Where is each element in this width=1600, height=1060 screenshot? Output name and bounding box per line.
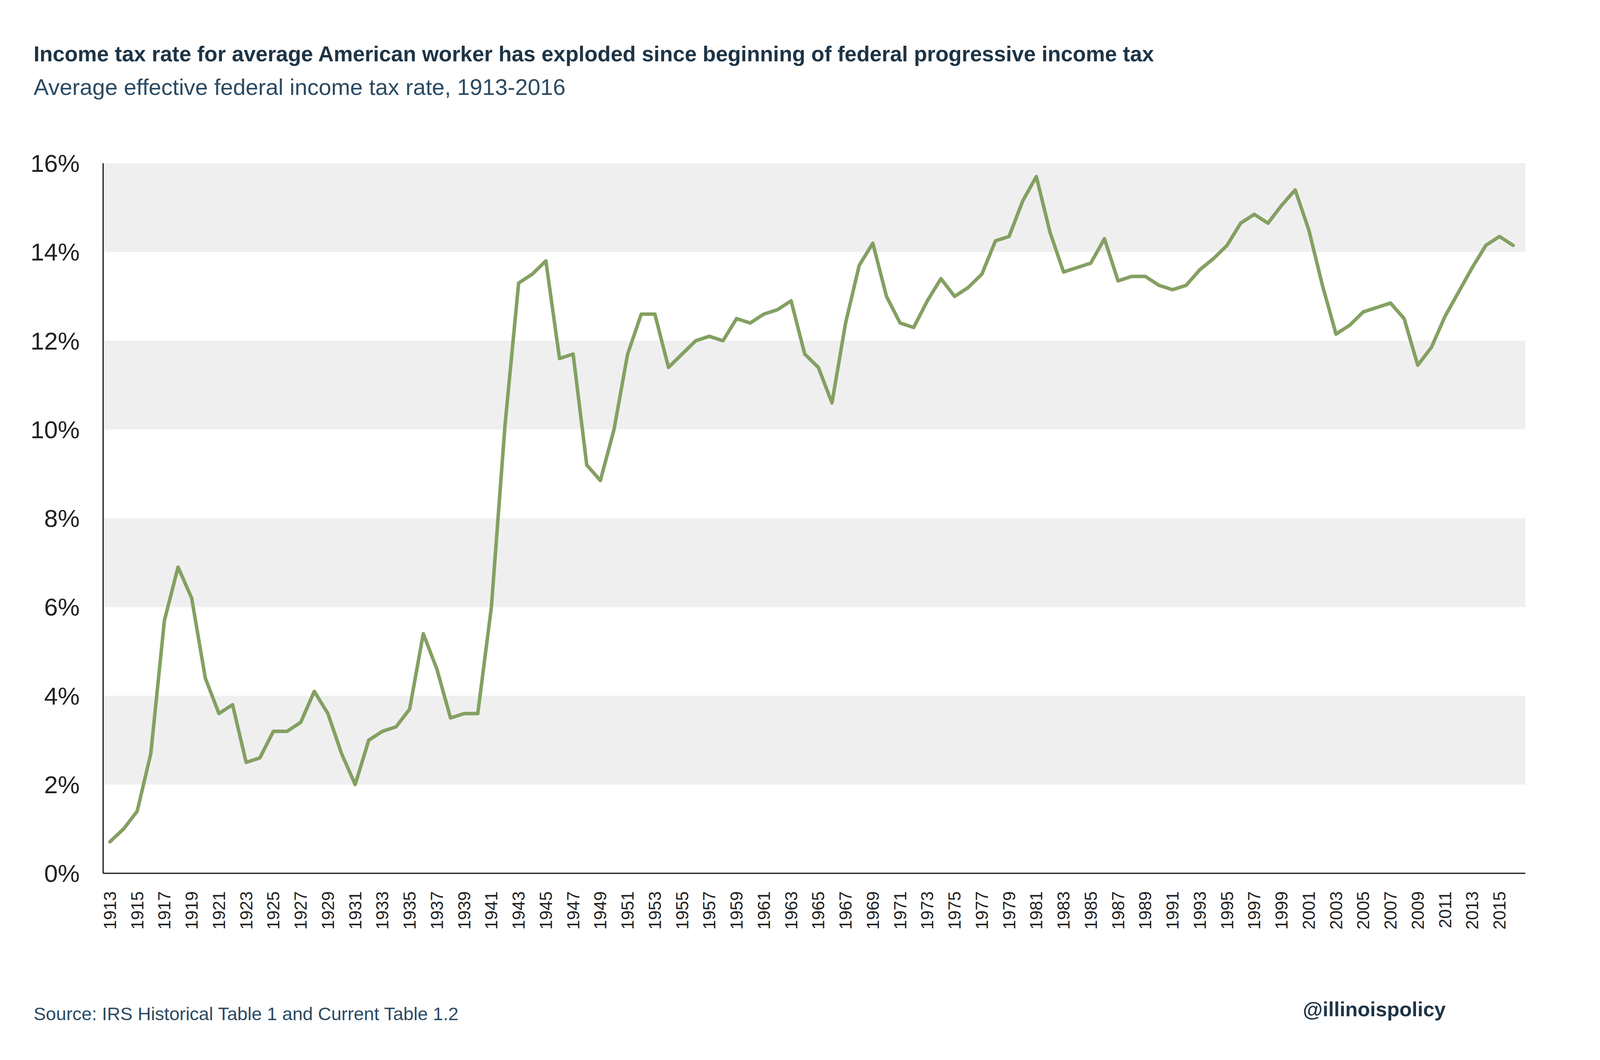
x-tick-label: 1951 [617,891,638,930]
grid-band [103,696,1526,785]
x-tick-label: 1995 [1217,891,1237,930]
x-tick-label: 2003 [1326,891,1346,930]
x-tick-label: 1971 [890,891,910,930]
x-tick-label: 1939 [454,891,474,930]
y-tick-label: 10% [30,416,80,444]
x-tick-label: 1959 [726,891,747,930]
x-tick-label: 1931 [345,891,365,930]
y-tick-label: 2% [44,771,80,799]
data-line [109,176,1513,842]
x-tick-label: 1997 [1244,891,1264,930]
y-axis [102,163,104,874]
x-tick-label: 2011 [1435,891,1455,929]
x-tick-label: 1913 [100,891,120,930]
source: Source: IRS Historical Table 1 and Curre… [33,1003,459,1025]
y-tick-label: 4% [44,682,80,710]
x-tick-label: 1927 [291,891,311,930]
x-tick-label: 1949 [590,891,610,930]
x-tick-label: 1965 [808,891,828,930]
x-tick-label: 1919 [182,891,202,930]
x-tick-label: 2007 [1380,891,1400,930]
x-tick-label: 1953 [645,891,665,930]
x-tick-label: 1957 [699,891,719,930]
x-tick-label: 1985 [1081,891,1101,930]
x-tick-label: 2009 [1408,891,1428,930]
x-tick-label: 1945 [536,891,556,930]
y-tick-label: 0% [44,859,80,888]
x-tick-label: 1975 [944,891,965,930]
x-tick-label: 1983 [1053,891,1074,930]
x-tick-label: 1941 [481,891,501,930]
y-tick-label: 6% [44,593,80,621]
x-tick-label: 1915 [127,891,147,930]
x-tick-label: 1961 [754,891,774,930]
x-tick-label: 1969 [863,891,883,930]
x-tick-label: 1987 [1108,891,1128,930]
title: Income tax rate for average American wor… [33,41,1155,67]
x-tick-label: 1973 [917,891,937,930]
x-tick-label: 1937 [427,891,447,930]
grid-band [103,518,1526,608]
x-tick-label: 1935 [400,891,420,930]
x-tick-label: 1917 [154,891,174,930]
x-tick-label: 1999 [1271,891,1292,930]
x-tick-label: 1923 [236,891,256,930]
y-tick-label: 12% [30,327,80,355]
y-tick-label: 14% [30,238,80,266]
grid-band [103,341,1526,430]
x-tick-label: 1929 [318,891,338,930]
x-tick-label: 1967 [835,891,856,930]
x-tick-label: 1943 [508,891,529,930]
x-tick-label: 1925 [263,891,283,930]
x-tick-label: 1981 [1026,891,1046,930]
x-tick-label: 1989 [1135,891,1155,930]
x-tick-label: 1963 [781,891,801,930]
x-tick-label: 2001 [1299,891,1319,930]
x-tick-label: 1933 [372,891,392,930]
x-tick-label: 1921 [209,891,229,930]
x-tick-label: 1947 [563,891,583,930]
x-tick-label: 2015 [1489,891,1509,930]
x-tick-label: 1955 [672,891,692,930]
chart-root: Income tax rate for average American wor… [0,0,1600,1060]
x-tick-label: 2013 [1462,891,1482,930]
y-tick-label: 16% [30,149,80,177]
x-axis [103,873,1526,875]
credit: @illinoispolicy [1302,998,1446,1021]
chart: Income tax rate for average American wor… [0,0,1600,1060]
x-tick-label: 1993 [1190,891,1210,930]
subtitle: Average effective federal income tax rat… [33,74,566,100]
y-tick-label: 8% [44,504,80,533]
x-tick-label: 1979 [999,891,1019,930]
x-tick-label: 1991 [1162,891,1183,930]
x-tick-label: 1977 [972,891,992,930]
plot-area [109,176,1513,842]
x-tick-label: 2005 [1353,891,1373,930]
